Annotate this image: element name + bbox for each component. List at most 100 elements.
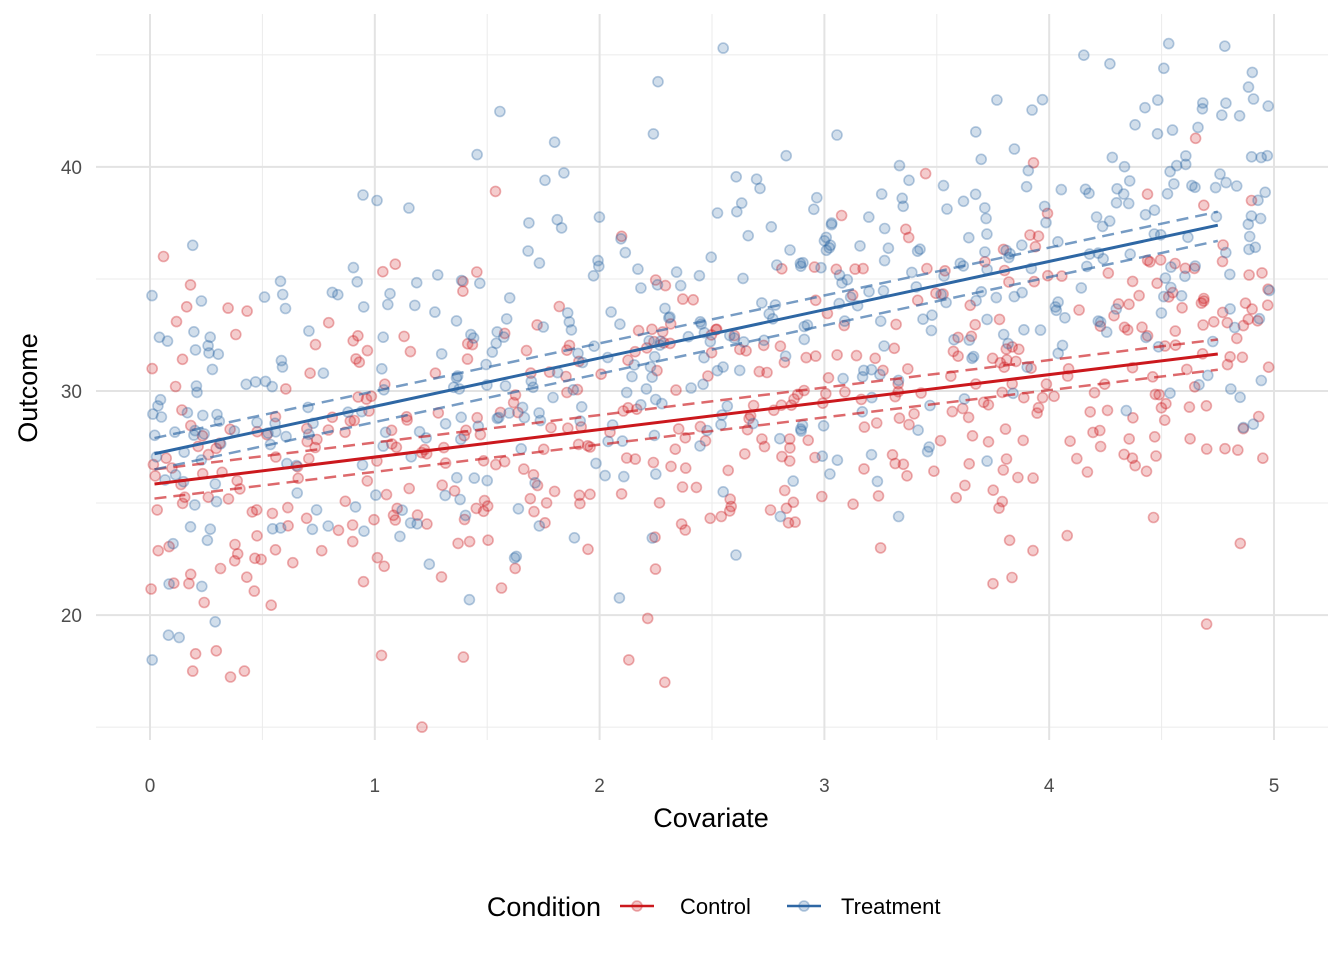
point-treatment [1220,246,1232,259]
point-control [963,457,976,470]
point-treatment [1018,323,1030,336]
point-control [478,494,491,507]
point-treatment [1158,290,1170,303]
point-control [249,552,261,565]
point-control [185,419,197,432]
point-control [1084,406,1096,418]
point-treatment [592,254,604,267]
point-treatment [279,302,292,315]
point-control [146,362,158,375]
point-control [183,577,195,590]
point-treatment [317,367,330,380]
point-treatment [643,334,656,347]
y-axis-title: Outcome [13,333,43,443]
point-treatment [1079,183,1092,196]
point-control [1073,304,1085,316]
point-control [758,440,771,453]
point-treatment [198,428,210,440]
point-treatment [209,615,221,628]
point-treatment [1243,230,1256,243]
point-control [498,455,511,468]
point-control [241,571,253,584]
point-treatment [854,240,866,252]
point-treatment [411,517,424,530]
ci-upper-treatment [154,210,1219,440]
point-control [994,356,1007,369]
point-treatment [1225,383,1237,395]
point-control [160,452,172,465]
point-control [1237,422,1250,435]
point-control [210,442,222,455]
point-treatment [539,174,551,187]
point-control [255,553,267,566]
point-control [404,345,417,358]
point-control [238,665,251,677]
point-treatment [371,194,383,207]
point-control [996,495,1009,508]
point-treatment [1094,316,1107,328]
point-control [495,582,508,594]
point-control [676,293,689,305]
point-treatment [206,363,219,376]
point-control [582,543,594,556]
point-treatment [1230,180,1243,192]
point-treatment [652,75,664,88]
legend-label-control: Control [680,894,751,919]
point-treatment [1202,369,1214,382]
point-treatment [1180,150,1192,162]
point-control [180,300,193,313]
point-treatment [794,423,807,435]
point-control [788,393,800,405]
point-control [352,329,364,342]
point-treatment [963,334,976,346]
point-control [724,493,737,506]
point-treatment [1175,289,1188,302]
point-control [189,647,202,660]
point-control [649,531,661,544]
point-treatment [1165,281,1177,294]
point-treatment [384,287,396,300]
point-treatment [865,448,878,461]
point-control [986,352,999,365]
point-control [545,421,557,434]
point-treatment [1083,187,1095,200]
y-axis-ticks: 20 30 40 [61,158,82,627]
point-treatment [874,368,886,381]
point-control [858,421,871,433]
point-treatment [1243,243,1255,256]
y-tick-label: 20 [61,606,82,627]
point-treatment [455,411,468,424]
point-control [715,510,728,523]
point-treatment [717,361,729,373]
point-control [1237,319,1250,332]
point-treatment [935,288,947,301]
point-treatment [1179,270,1191,283]
point-treatment [331,288,344,301]
point-control [169,380,182,393]
point-control [665,460,677,473]
point-treatment [403,202,415,214]
point-treatment [923,441,936,453]
point-control [987,484,1000,497]
point-control [1041,207,1054,220]
point-treatment [1192,121,1204,134]
y-tick-label: 30 [61,382,82,403]
point-treatment [1002,337,1014,350]
point-control [149,470,161,482]
point-treatment [626,370,638,383]
point-treatment [1214,168,1226,180]
point-treatment [978,202,991,214]
point-treatment [833,269,846,282]
point-control [1234,537,1247,550]
point-treatment [534,414,547,427]
point-control [1208,315,1220,328]
point-control [1239,297,1252,310]
point-control [1121,324,1134,336]
point-control [1118,321,1131,334]
point-treatment [613,592,626,604]
point-treatment [969,188,982,201]
point-treatment [189,499,201,511]
point-treatment [662,312,675,324]
point-control [1127,411,1139,424]
point-treatment [635,282,647,294]
